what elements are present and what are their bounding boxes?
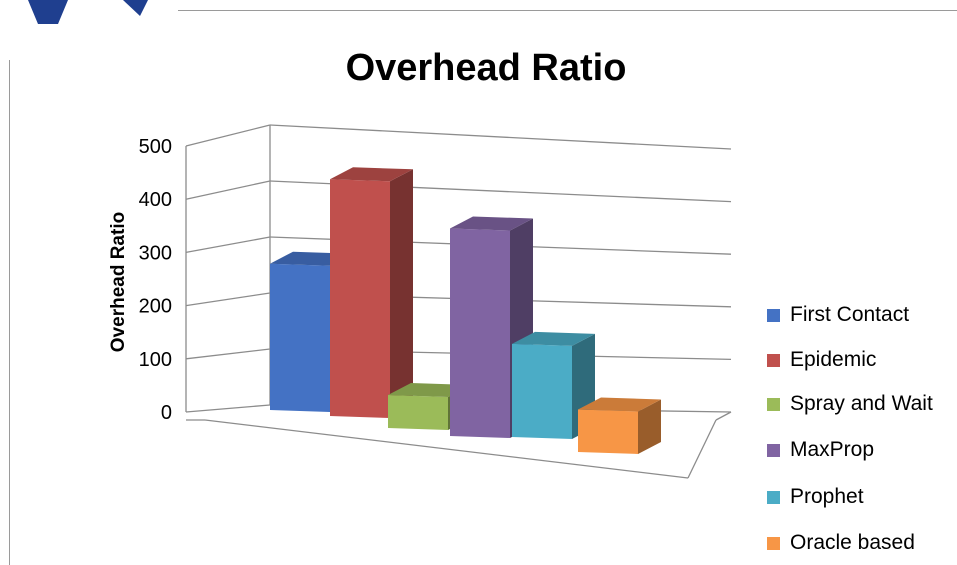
chart-frame-left: [9, 60, 10, 565]
y-tick-label: 400: [139, 189, 172, 211]
legend-swatch: [767, 443, 780, 457]
floor-right-edge: [687, 419, 717, 479]
gridline-side: [185, 180, 271, 200]
bar-1-front: [330, 179, 390, 418]
chart-title: Overhead Ratio: [346, 47, 627, 89]
bar-1-top: [330, 167, 413, 182]
legend-item: MaxProp: [767, 436, 874, 464]
bar-4-front: [512, 343, 572, 439]
bar-3-top: [450, 216, 533, 231]
gridline-side: [185, 124, 271, 147]
legend-item: First Contact: [767, 301, 909, 329]
gridline: [269, 124, 732, 150]
legend-label: First Contact: [790, 303, 910, 326]
legend-item: Oracle based: [767, 529, 915, 557]
gridline-side: [185, 404, 271, 413]
legend-item: Epidemic: [767, 346, 876, 374]
gridline-side: [185, 292, 271, 307]
bar-5-side: [638, 399, 661, 454]
legend-label: Spray and Wait: [790, 392, 933, 415]
y-tick-label: 100: [139, 349, 172, 371]
y-tick-label: 0: [161, 402, 172, 424]
legend-label: Epidemic: [790, 348, 877, 371]
decorative-shape: [28, 0, 148, 24]
bar-3-front: [450, 228, 510, 438]
legend-item: Spray and Wait: [767, 390, 933, 418]
legend-item: Prophet: [767, 483, 864, 511]
bar-5-front: [578, 409, 638, 454]
legend-label: MaxProp: [790, 438, 875, 461]
bar-2-front: [388, 395, 448, 430]
chart-frame-top: [178, 10, 957, 11]
y-tick-label: 300: [139, 242, 172, 264]
floor-right-back: [715, 411, 732, 421]
floor-front-edge: [204, 419, 689, 479]
legend-swatch: [767, 490, 780, 504]
bar-5-top: [578, 397, 661, 412]
legend-label: Oracle based: [790, 531, 915, 554]
bar-0-front: [270, 263, 330, 412]
legend-swatch: [767, 353, 780, 367]
bar-1-side: [390, 169, 413, 418]
y-tick-label: 500: [139, 136, 172, 158]
legend-swatch: [767, 536, 780, 550]
legend-swatch: [767, 308, 780, 322]
bar-4-top: [512, 331, 595, 346]
legend-swatch: [767, 397, 780, 411]
y-tick-label: 200: [139, 296, 172, 318]
legend-label: Prophet: [790, 485, 864, 508]
y-axis-label: Overhead Ratio: [108, 212, 129, 352]
gridline-side: [185, 348, 271, 360]
gridline-side: [185, 236, 271, 254]
